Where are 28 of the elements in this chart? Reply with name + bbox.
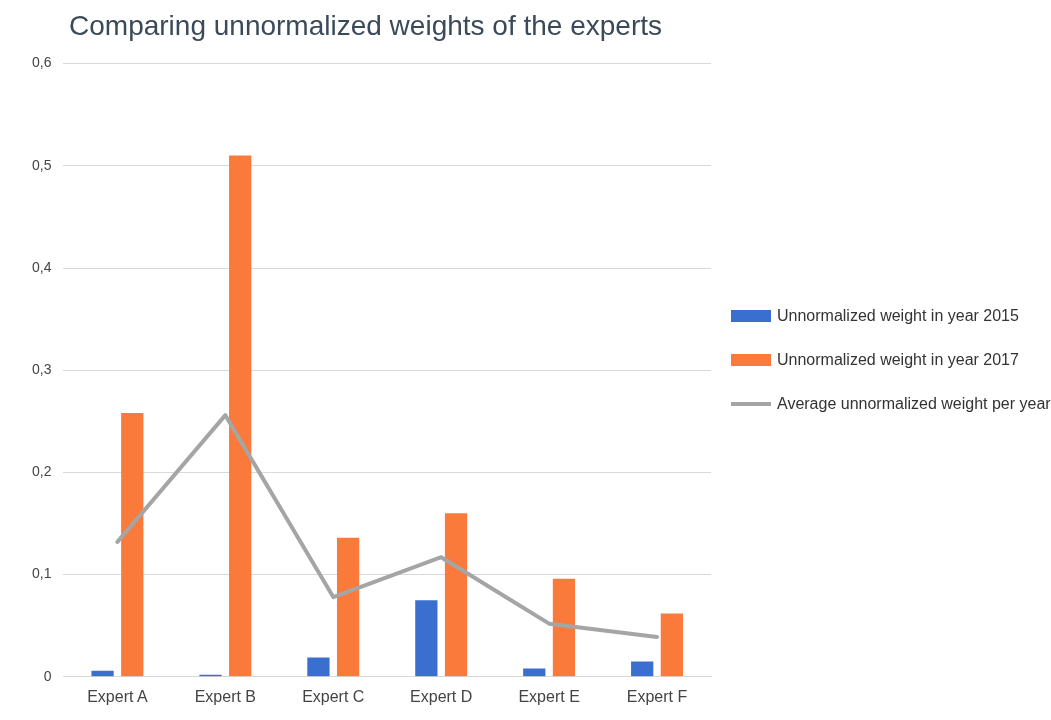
legend-label: Unnormalized weight in year 2017 bbox=[777, 350, 1019, 370]
x-tick-label: Expert C bbox=[302, 687, 365, 705]
y-tick-label: 0,5 bbox=[31, 156, 52, 173]
bar bbox=[444, 513, 468, 677]
bar bbox=[121, 413, 144, 677]
y-tick-label: 0,1 bbox=[31, 565, 52, 582]
x-tick-label: Expert F bbox=[626, 687, 688, 705]
legend-label: Unnormalized weight in year 2015 bbox=[777, 306, 1019, 326]
y-tick-label: 0,4 bbox=[31, 258, 52, 275]
bar bbox=[91, 670, 114, 677]
x-tick-label: Expert D bbox=[410, 687, 473, 705]
x-tick-label: Expert A bbox=[87, 687, 148, 705]
bar bbox=[631, 661, 654, 677]
bar bbox=[307, 657, 330, 677]
x-tick-label: Expert B bbox=[194, 687, 257, 705]
bar bbox=[415, 600, 438, 677]
y-tick-label: 0,2 bbox=[31, 463, 52, 480]
bar bbox=[523, 668, 546, 677]
x-tick-label: Expert E bbox=[518, 687, 580, 705]
bar bbox=[229, 155, 252, 677]
bar bbox=[660, 613, 684, 677]
y-tick-label: 0,6 bbox=[31, 54, 52, 71]
bar bbox=[552, 578, 576, 677]
bar bbox=[336, 537, 360, 677]
y-tick-label: 0 bbox=[43, 667, 52, 684]
legend-label: Average unnormalized weight per year bbox=[777, 394, 1051, 414]
y-tick-label: 0,3 bbox=[31, 361, 52, 378]
chart-title: Comparing unnormalized weights of the experts bbox=[69, 9, 662, 41]
